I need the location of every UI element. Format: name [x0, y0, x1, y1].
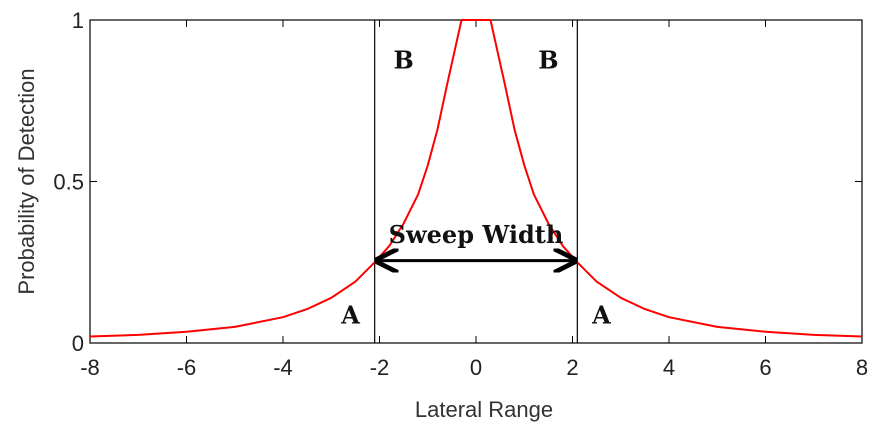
x-tick-label: 2 — [566, 355, 578, 380]
x-tick-label: 8 — [856, 355, 868, 380]
x-tick-label: 6 — [759, 355, 771, 380]
annotation-label: A — [591, 301, 611, 330]
x-axis-title: Lateral Range — [415, 397, 553, 422]
y-tick-label: 0.5 — [53, 170, 84, 195]
plot-frame — [89, 19, 863, 344]
x-tick-label: -8 — [80, 355, 100, 380]
y-axis-title: Probability of Detection — [14, 68, 39, 294]
y-tick-label: 0 — [72, 331, 84, 356]
x-tick-label: -4 — [273, 355, 293, 380]
y-tick-label: 1 — [72, 8, 84, 33]
annotation-label: B — [393, 45, 413, 74]
annotation-label: Sweep Width — [389, 220, 564, 249]
x-tick-label: -6 — [177, 355, 197, 380]
annotation-label: B — [538, 45, 558, 74]
detection-curve — [89, 19, 863, 338]
x-tick-label: 0 — [470, 355, 482, 380]
annotation-label: A — [340, 301, 360, 330]
x-tick-label: 4 — [663, 355, 675, 380]
x-tick-label: -2 — [370, 355, 390, 380]
